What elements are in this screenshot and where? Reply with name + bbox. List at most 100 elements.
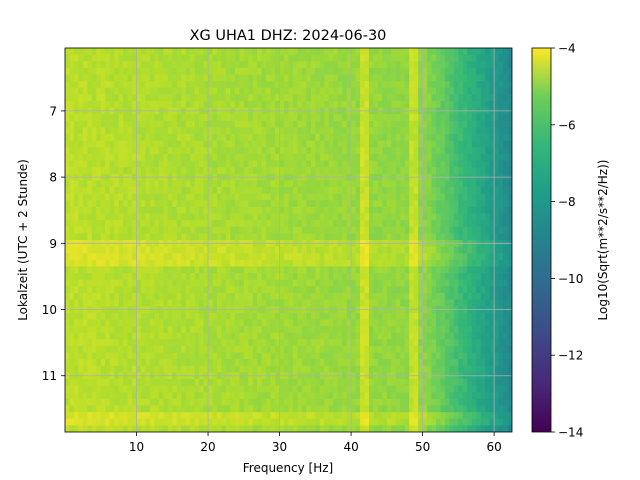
heatmap-cell <box>118 187 124 195</box>
heatmap-cell <box>243 140 249 148</box>
heatmap-cell <box>176 359 182 367</box>
heatmap-cell <box>436 200 442 208</box>
heatmap-cell <box>494 273 500 281</box>
heatmap-cell <box>199 273 205 281</box>
heatmap-cell <box>154 120 160 129</box>
heatmap-cell <box>194 180 200 188</box>
heatmap-cell <box>328 253 334 261</box>
heatmap-cell <box>377 114 383 122</box>
heatmap-cell <box>364 292 370 301</box>
heatmap-cell <box>109 81 115 89</box>
heatmap-cell <box>480 54 486 62</box>
heatmap-cell <box>65 326 71 334</box>
heatmap-cell <box>355 273 361 281</box>
heatmap-cell <box>78 94 84 102</box>
heatmap-cell <box>252 359 258 367</box>
heatmap-cell <box>328 359 334 367</box>
heatmap-cell <box>132 359 138 367</box>
heatmap-cell <box>257 206 263 215</box>
heatmap-cell <box>145 61 151 69</box>
heatmap-cell <box>342 345 348 354</box>
heatmap-cell <box>105 74 111 82</box>
heatmap-cell <box>82 206 88 215</box>
heatmap-cell <box>149 226 155 234</box>
heatmap-cell <box>65 365 71 374</box>
heatmap-cell <box>382 120 388 129</box>
heatmap-cell <box>248 220 254 228</box>
heatmap-cell <box>234 246 240 254</box>
heatmap-cell <box>355 74 361 82</box>
heatmap-cell <box>118 127 124 135</box>
heatmap-cell <box>167 120 173 129</box>
heatmap-cell <box>230 160 236 168</box>
heatmap-cell <box>114 253 120 261</box>
heatmap-cell <box>360 259 366 268</box>
heatmap-cell <box>404 160 410 168</box>
heatmap-cell <box>297 67 303 76</box>
heatmap-cell <box>453 352 459 360</box>
heatmap-cell <box>377 286 383 294</box>
heatmap-cell <box>315 100 321 109</box>
heatmap-cell <box>382 153 388 162</box>
heatmap-cell <box>163 147 169 155</box>
heatmap-cell <box>382 193 388 201</box>
heatmap-cell <box>498 279 504 287</box>
heatmap-cell <box>127 233 133 241</box>
heatmap-cell <box>297 140 303 148</box>
heatmap-cell <box>140 193 147 201</box>
heatmap-cell <box>145 87 151 95</box>
heatmap-cell <box>69 206 75 215</box>
heatmap-cell <box>136 253 142 261</box>
heatmap-cell <box>355 100 361 109</box>
heatmap-cell <box>216 180 223 188</box>
heatmap-cell <box>252 200 258 208</box>
heatmap-cell <box>377 94 383 102</box>
heatmap-cell <box>78 87 84 95</box>
heatmap-cell <box>266 87 272 95</box>
heatmap-cell <box>409 266 415 274</box>
heatmap-cell <box>382 326 388 334</box>
heatmap-cell <box>114 54 120 62</box>
heatmap-cell <box>279 180 285 188</box>
heatmap-cell <box>73 87 80 95</box>
heatmap-cell <box>123 292 129 301</box>
heatmap-cell <box>140 319 147 327</box>
heatmap-cell <box>239 253 245 261</box>
heatmap-cell <box>257 94 263 102</box>
heatmap-cell <box>382 100 388 109</box>
heatmap-cell <box>453 213 459 221</box>
heatmap-cell <box>176 279 182 287</box>
heatmap-cell <box>310 332 316 340</box>
heatmap-cell <box>216 54 223 62</box>
heatmap-cell <box>100 299 106 307</box>
heatmap-cell <box>382 352 388 360</box>
heatmap-cell <box>333 279 339 287</box>
heatmap-cell <box>342 233 348 241</box>
heatmap-cell <box>319 266 325 274</box>
heatmap-cell <box>114 273 120 281</box>
heatmap-cell <box>391 48 397 56</box>
heatmap-cell <box>391 153 397 162</box>
heatmap-cell <box>82 94 88 102</box>
heatmap-cell <box>208 74 214 82</box>
heatmap-cell <box>400 246 406 254</box>
heatmap-cell <box>225 365 231 374</box>
heatmap-cell <box>386 140 392 148</box>
heatmap-cell <box>382 74 388 82</box>
heatmap-cell <box>395 67 401 76</box>
heatmap-cell <box>284 74 290 82</box>
heatmap-cell <box>498 94 504 102</box>
heatmap-cell <box>248 167 254 175</box>
heatmap-cell <box>216 359 223 367</box>
heatmap-cell <box>132 332 138 340</box>
heatmap-cell <box>498 339 504 347</box>
heatmap-cell <box>127 114 133 122</box>
heatmap-cell <box>239 345 245 354</box>
heatmap-cell <box>275 153 281 162</box>
heatmap-cell <box>489 365 495 374</box>
heatmap-cell <box>230 134 236 142</box>
heatmap-cell <box>498 114 504 122</box>
heatmap-cell <box>266 213 272 221</box>
heatmap-cell <box>127 87 133 95</box>
heatmap-cell <box>185 100 191 109</box>
